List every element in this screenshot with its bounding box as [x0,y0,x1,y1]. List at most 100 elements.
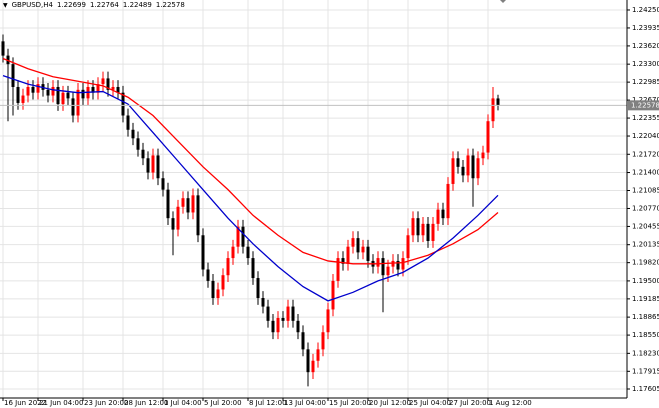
y-tick-label: 1.19185 [632,295,659,303]
candle-body [321,332,325,350]
candle-body [311,360,315,373]
candle-body [486,121,490,153]
candle-body [256,278,260,299]
candle-body [106,78,110,90]
candle-body [291,306,295,321]
candle-body [416,218,420,236]
candle-body [186,198,190,213]
candle-body [231,246,235,259]
candle-body [351,238,355,247]
candle-body [11,64,15,87]
x-tick-label: 1 Jul 04:00 [164,399,202,407]
y-tick-label: 1.21400 [632,169,659,177]
candle-body [481,152,485,159]
scroll-marker [500,0,506,3]
open-value: 1.22699 [56,1,86,9]
candle-body [201,235,205,270]
candle-body [316,349,320,361]
candle-body [436,209,440,224]
candle-body [431,223,435,241]
candle-body [31,86,35,93]
candle-body [81,89,85,99]
close-value: 1.22578 [155,1,185,9]
candle-body [426,223,430,241]
candle-body [21,95,25,103]
line-series [2,57,499,265]
y-tick-label: 1.24250 [632,6,659,14]
candle-body [461,166,465,176]
candle-body [381,258,385,276]
candle-body [51,86,55,96]
candle-body [96,84,100,93]
candle-body [271,320,275,333]
x-tick-label: 16 Jun 2022 [4,399,46,407]
candle-body [496,98,500,106]
candle-body [421,223,425,236]
y-tick-label: 1.18230 [632,349,659,357]
candle-body [26,86,30,96]
candle-body [366,246,370,261]
candle-body [156,155,160,179]
y-tick-label: 1.20455 [632,222,659,230]
candle-body [331,280,335,310]
candle-body [71,98,75,116]
x-tick-label: 20 Jul 12:00 [369,399,411,407]
y-tick-label: 1.22670 [632,96,659,104]
candle-body [151,155,155,173]
candle-body [276,317,280,333]
candle-body [306,349,310,373]
candle-body [446,183,450,219]
x-tick-label: 25 Jul 04:00 [409,399,451,407]
candle-body [66,92,70,99]
candle-body [136,138,140,150]
high-value: 1.22764 [89,1,119,9]
candle-body [471,155,475,179]
menu-icon[interactable]: ▼ [3,1,8,9]
candle-body [226,258,230,276]
candle-body [441,209,445,219]
candle-body [401,258,405,270]
candle-body [126,115,130,130]
price-label: 1.22578 [631,101,659,109]
y-tick-label: 1.23620 [632,42,659,50]
candle-body [251,258,255,279]
y-tick-label: 1.23935 [632,24,659,32]
candle-body [361,246,365,253]
line-series [2,74,499,302]
candle-body [176,206,180,230]
y-tick-label: 1.18550 [632,331,659,339]
candle-body [396,260,400,270]
x-tick-label: 13 Jul 04:00 [284,399,326,407]
price-label-box [628,100,659,111]
candle-body [191,195,195,213]
y-tick-label: 1.22355 [632,114,659,122]
candle-body [456,158,460,167]
candle-body [111,86,115,90]
plot [0,34,627,387]
candle-body [336,258,340,281]
low-value: 1.22489 [122,1,152,9]
candle-body [146,158,150,173]
candle-body [491,98,495,122]
candle-body [166,189,170,219]
grid [0,0,627,398]
candle-body [171,218,175,230]
candle-body [116,86,120,93]
y-tick-label: 1.17915 [632,367,659,375]
x-tick-label: 8 Jul 12:00 [249,399,287,407]
x-tick-label: 27 Jul 20:00 [449,399,491,407]
candle-body [406,235,410,259]
y-tick-label: 1.21085 [632,187,659,195]
candle-body [181,198,185,207]
candle-body [326,309,330,333]
candle-body [341,258,345,264]
y-tick-label: 1.17605 [632,385,659,393]
candle-body [121,92,125,116]
candle-body [206,269,210,281]
candle-body [76,89,80,116]
candle-body [261,298,265,307]
candle-body [296,320,300,333]
